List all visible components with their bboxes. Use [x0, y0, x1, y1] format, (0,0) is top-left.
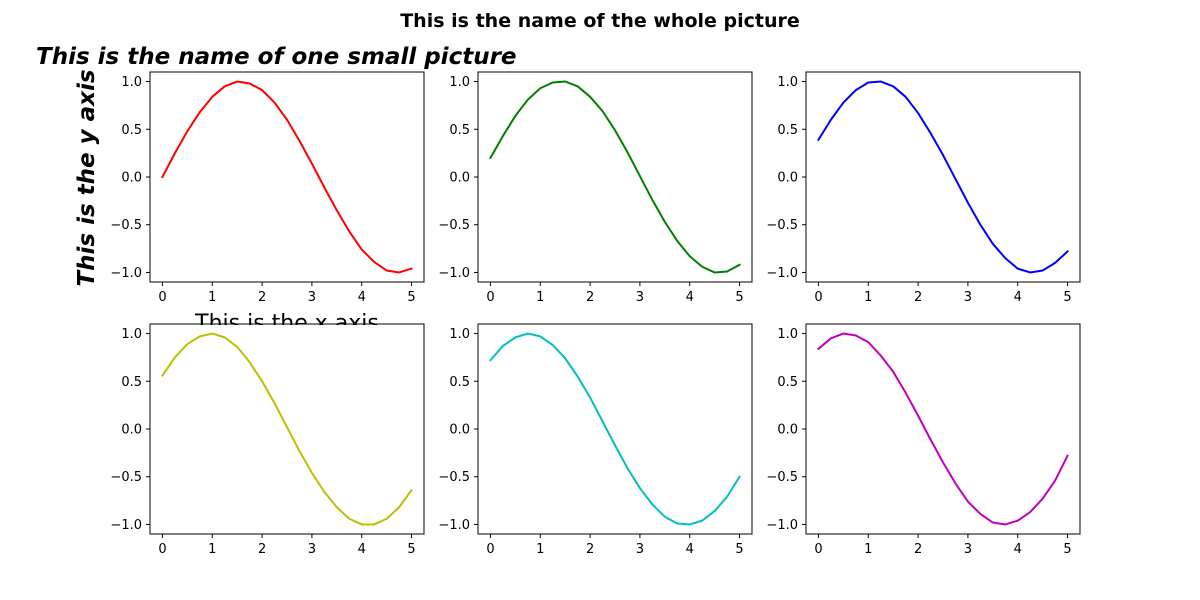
y-tick-label: −1.0 [110, 518, 142, 533]
x-tick-label: 4 [686, 542, 694, 557]
x-tick-label: 2 [914, 290, 922, 305]
x-tick-label: 2 [586, 542, 594, 557]
x-tick-label: 4 [358, 290, 366, 305]
y-tick-label: 0.0 [449, 171, 470, 186]
y-tick-label: −0.5 [766, 218, 798, 233]
x-tick-label: 4 [1014, 290, 1022, 305]
axes-background [151, 325, 423, 337]
x-tick-label: 3 [964, 542, 972, 557]
x-tick-label: 0 [158, 542, 166, 557]
y-tick-label: −0.5 [110, 470, 142, 485]
axes-frame [805, 71, 1081, 283]
x-tick-label: 5 [735, 290, 743, 305]
x-tick-label: 3 [308, 542, 316, 557]
y-tick-label: 0.0 [777, 171, 798, 186]
y-tick-label: 1.0 [121, 75, 142, 90]
y-tick-label: 0.0 [777, 423, 798, 438]
y-tick-label: −1.0 [438, 266, 470, 281]
y-tick-label: 0.0 [121, 423, 142, 438]
x-tick-label: 1 [208, 290, 216, 305]
subplot-5: 0 1 2 3 4 5 −1.0 −0.5 0.0 0.5 1.0 [438, 323, 753, 557]
x-tick-label: 0 [814, 542, 822, 557]
x-tick-label: 1 [208, 542, 216, 557]
x-tick-label: 3 [636, 290, 644, 305]
subplot-title: This is the name of one small picture [36, 44, 517, 70]
subplot-6: 0 1 2 3 4 5 −1.0 −0.5 0.0 0.5 1.0 [766, 323, 1081, 557]
y-tick-label: −0.5 [766, 470, 798, 485]
axes-frame [477, 323, 753, 535]
y-tick-label: −1.0 [766, 518, 798, 533]
x-tick-label: 1 [864, 542, 872, 557]
y-tick-label: 0.5 [449, 123, 470, 138]
series-line [489, 332, 741, 526]
x-tick-label: 0 [814, 290, 822, 305]
y-tick-label: 1.0 [777, 75, 798, 90]
y-tick-label: 0.0 [121, 171, 142, 186]
x-tick-label: 3 [308, 290, 316, 305]
x-tick-label: 0 [158, 290, 166, 305]
y-tick-label: −1.0 [110, 266, 142, 281]
x-tick-label: 2 [914, 542, 922, 557]
figure-suptitle: This is the name of the whole picture [400, 10, 800, 32]
x-tick-label: 5 [1063, 542, 1071, 557]
series-line [817, 332, 1069, 526]
y-tick-label: −0.5 [438, 218, 470, 233]
y-tick-label: 0.5 [777, 375, 798, 390]
x-tick-label: 2 [258, 290, 266, 305]
x-tick-label: 0 [486, 542, 494, 557]
y-tick-label: −1.0 [438, 518, 470, 533]
y-tick-label: 0.0 [449, 423, 470, 438]
y-tick-label: 1.0 [121, 327, 142, 342]
x-tick-label: 2 [258, 542, 266, 557]
x-tick-label: 0 [486, 290, 494, 305]
x-tick-label: 4 [358, 542, 366, 557]
y-axis-label: This is the y axis [74, 69, 100, 286]
x-tick-label: 2 [586, 290, 594, 305]
y-tick-label: 0.5 [121, 375, 142, 390]
x-tick-label: 4 [686, 290, 694, 305]
y-tick-label: −0.5 [110, 218, 142, 233]
x-tick-label: 5 [407, 290, 415, 305]
axes-frame [477, 71, 753, 283]
y-tick-label: −0.5 [438, 470, 470, 485]
series-line [161, 80, 413, 274]
series-line [489, 80, 741, 274]
series-line [817, 80, 1069, 274]
x-tick-label: 1 [864, 290, 872, 305]
subplot-2: 0 1 2 3 4 5 −1.0 −0.5 0.0 0.5 1.0 [438, 71, 753, 305]
x-tick-label: 3 [964, 290, 972, 305]
subplot-grid: 0 1 2 3 4 5 −1.0 −0.5 0.0 0.5 1.0 This is the name … [36, 44, 1081, 557]
y-tick-label: 0.5 [777, 123, 798, 138]
subplot-4: 0 1 2 3 4 5 −1.0 −0.5 0.0 0.5 1.0 [110, 323, 425, 557]
y-tick-label: −1.0 [766, 266, 798, 281]
subplot-1: 0 1 2 3 4 5 −1.0 −0.5 0.0 0.5 1.0 This is the name … [36, 44, 517, 336]
x-tick-label: 1 [536, 290, 544, 305]
y-tick-label: 0.5 [121, 123, 142, 138]
y-tick-label: 0.5 [449, 375, 470, 390]
y-tick-label: 1.0 [777, 327, 798, 342]
x-tick-label: 5 [1063, 290, 1071, 305]
x-tick-label: 4 [1014, 542, 1022, 557]
y-tick-label: 1.0 [449, 327, 470, 342]
x-tick-label: 3 [636, 542, 644, 557]
x-tick-label: 5 [407, 542, 415, 557]
series-line [161, 332, 413, 526]
axes-frame [149, 71, 425, 283]
x-tick-label: 1 [536, 542, 544, 557]
subplot-3: 0 1 2 3 4 5 −1.0 −0.5 0.0 0.5 1.0 [766, 71, 1081, 305]
y-tick-label: 1.0 [449, 75, 470, 90]
x-tick-label: 5 [735, 542, 743, 557]
